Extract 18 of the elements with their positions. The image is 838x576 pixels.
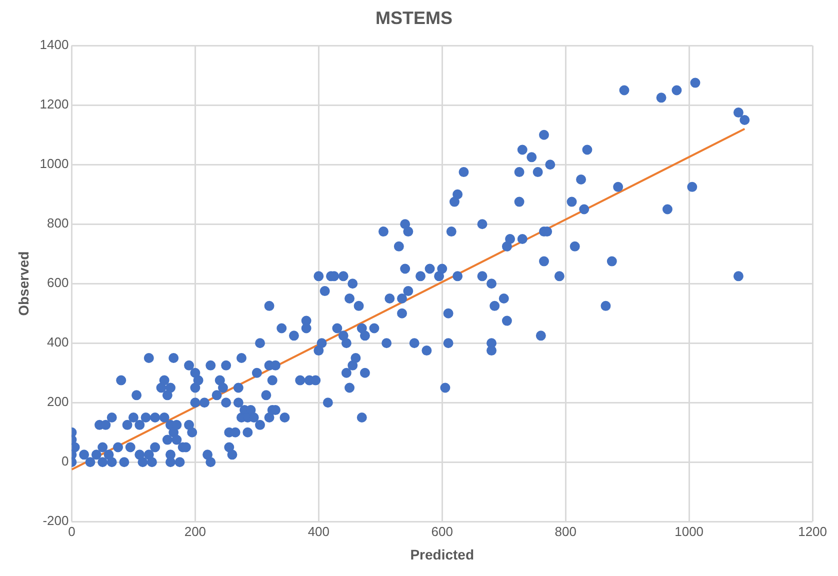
y-tick-label: 800 <box>47 216 69 231</box>
x-tick-label: 1000 <box>674 524 704 539</box>
x-tick-label: 1200 <box>798 524 827 539</box>
x-tick-label: 400 <box>308 524 330 539</box>
x-tick-label: 600 <box>431 524 453 539</box>
x-tick-label: 200 <box>184 524 206 539</box>
x-tick-label: 800 <box>554 524 576 539</box>
y-axis-title: Observed <box>15 251 32 316</box>
y-tick-label: 1400 <box>40 37 69 52</box>
y-tick-label: 1200 <box>40 96 69 112</box>
y-tick-label: 1000 <box>40 156 69 172</box>
chart-title: MSTEMS <box>375 8 453 28</box>
y-tick-label: 0 <box>61 454 69 469</box>
y-tick-label: 600 <box>47 275 69 290</box>
x-axis-title: Predicted <box>410 546 474 562</box>
y-tick-label: 200 <box>47 394 69 410</box>
y-tick-label: 400 <box>47 334 69 350</box>
y-tick-label: -200 <box>42 513 69 528</box>
